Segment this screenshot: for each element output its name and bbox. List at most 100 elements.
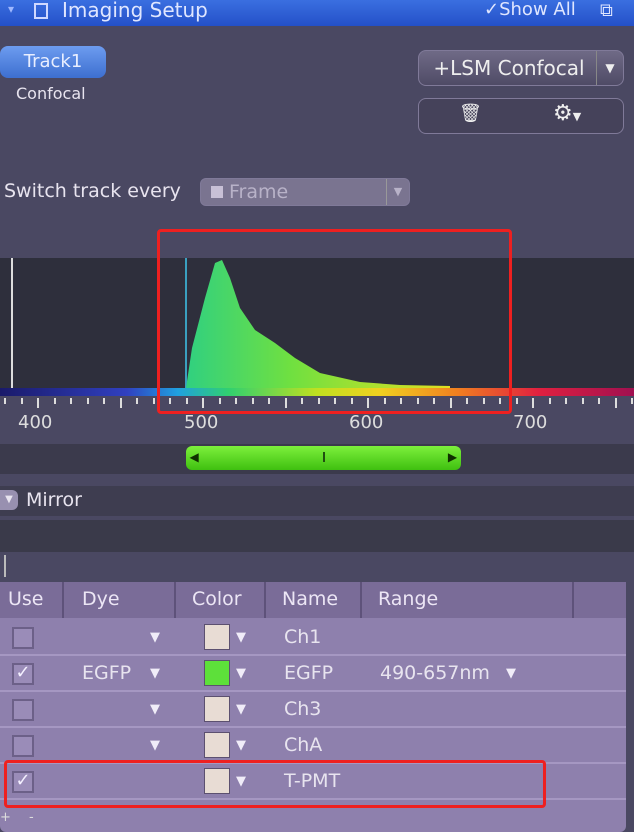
axis-tick [301,398,303,404]
channel-name: EGFP [284,662,334,684]
show-all-label: Show All [499,0,576,20]
axis-tick [614,398,617,408]
axis-tick [466,398,468,404]
switch-track-select[interactable]: Frame ▼ [200,178,410,206]
switch-track-value: Frame [229,181,289,203]
color-swatch[interactable] [204,768,230,794]
range-value[interactable]: 490-657nm [380,662,490,684]
axis-tick-label: 500 [184,412,219,433]
axis-tick [202,398,204,408]
add-lsm-label: +LSM Confocal [433,56,585,80]
add-channel-button[interactable]: + [0,810,11,825]
axis-tick [350,398,353,404]
header-name[interactable]: Name [266,582,362,618]
empty-panel [0,520,634,552]
track1-button[interactable]: Track1 [0,46,106,78]
axis-tick [482,398,485,404]
emission-spectrum [11,258,450,388]
remove-channel-button[interactable]: - [29,810,34,825]
axis-tick-label: 700 [513,412,548,433]
right-handle-icon[interactable]: ▶ [447,450,458,464]
header-color[interactable]: Color [176,582,266,618]
channel-table: Use Dye Color Name Range ▼ ▼ Ch1 ✓ EGFP ▼… [0,582,626,832]
chevron-down-icon[interactable]: ▼ [236,666,246,681]
add-lsm-confocal-button[interactable]: +LSM Confocal ▼ [418,50,624,86]
show-all-toggle[interactable]: ✓Show All [484,0,576,20]
chevron-down-icon: ▼ [386,179,409,205]
axis-tick [383,398,386,404]
axis-tick [548,398,551,404]
mirror-label: Mirror [26,489,82,511]
table-row[interactable]: ▼ ▼ Ch3 [0,692,626,728]
window-title: Imaging Setup [62,0,208,22]
axis-tick [136,398,138,404]
color-swatch[interactable] [204,624,230,650]
axis-tick [631,398,633,404]
mirror-section[interactable]: ▼ Mirror [0,486,634,516]
chevron-down-icon[interactable]: ▼ [236,738,246,753]
color-swatch[interactable] [204,660,230,686]
detection-range-slider[interactable]: ◀ ▶ [185,446,462,470]
panel-icon [34,3,48,19]
axis-tick [251,398,254,404]
chevron-down-icon[interactable]: ▼ [150,702,160,717]
table-header: Use Dye Color Name Range [0,582,626,618]
axis-tick [86,398,89,404]
axis-tick [581,398,584,404]
track-mode-label: Confocal [16,84,86,103]
wavelength-scale [0,388,634,396]
axis-tick [317,398,320,404]
axis-tick [268,398,270,404]
table-row[interactable]: ✓ ▼ T-PMT [0,764,626,800]
collapse-icon[interactable]: ▾ [8,2,15,16]
left-handle-icon[interactable]: ◀ [189,450,199,464]
switch-track-label: Switch track every [4,180,181,202]
undock-icon[interactable]: ⧉ [600,0,613,21]
table-row[interactable]: ▼ ▼ Ch1 [0,620,626,656]
axis-tick [37,398,39,408]
channel-name: Ch3 [284,698,322,720]
axis-tick-label: 600 [349,412,384,433]
chevron-down-icon[interactable]: ▼ [596,51,623,85]
chevron-down-icon[interactable]: ▼ [150,630,160,645]
trash-icon[interactable]: 🗑 [459,103,482,124]
table-row[interactable]: ▼ ▼ ChA [0,728,626,764]
chevron-down-icon[interactable]: ▼ [150,738,160,753]
axis-tick [20,398,23,404]
channel-name: T-PMT [284,770,341,792]
axis-tick [284,398,287,408]
axis-tick [103,398,105,404]
highlight-spectrum [157,229,512,414]
chevron-down-icon[interactable]: ▼ [236,774,246,789]
use-checkbox[interactable] [12,699,34,721]
axis-tick [70,398,72,404]
use-checkbox[interactable]: ✓ [12,771,34,793]
axis-tick [515,398,518,404]
chevron-down-icon[interactable]: ▼ [506,666,516,681]
use-checkbox[interactable]: ✓ [12,663,34,685]
channel-name: ChA [284,734,323,756]
axis-tick [416,398,419,404]
axis-tick [4,398,6,404]
chevron-down-icon[interactable]: ▼ [150,666,160,681]
center-grip[interactable] [323,452,326,462]
header-dye[interactable]: Dye [64,582,176,618]
axis-tick [235,398,237,404]
use-checkbox[interactable] [12,735,34,757]
axis-tick [598,398,600,404]
divider [4,555,6,577]
use-checkbox[interactable] [12,627,34,649]
gear-icon[interactable]: ⚙▼ [553,101,582,126]
color-swatch[interactable] [204,732,230,758]
chevron-down-icon[interactable]: ▼ [236,702,246,717]
axis-tick [449,398,452,408]
color-swatch[interactable] [204,696,230,722]
title-bar: ▾ Imaging Setup ✓Show All ⧉ [0,0,634,26]
header-use[interactable]: Use [0,582,64,618]
add-remove-buttons: + - [0,810,44,830]
header-range[interactable]: Range [362,582,574,618]
table-row[interactable]: ✓ EGFP ▼ ▼ EGFP 490-657nm ▼ [0,656,626,692]
expand-icon[interactable]: ▼ [0,490,18,510]
axis-tick [433,398,435,404]
chevron-down-icon[interactable]: ▼ [236,630,246,645]
